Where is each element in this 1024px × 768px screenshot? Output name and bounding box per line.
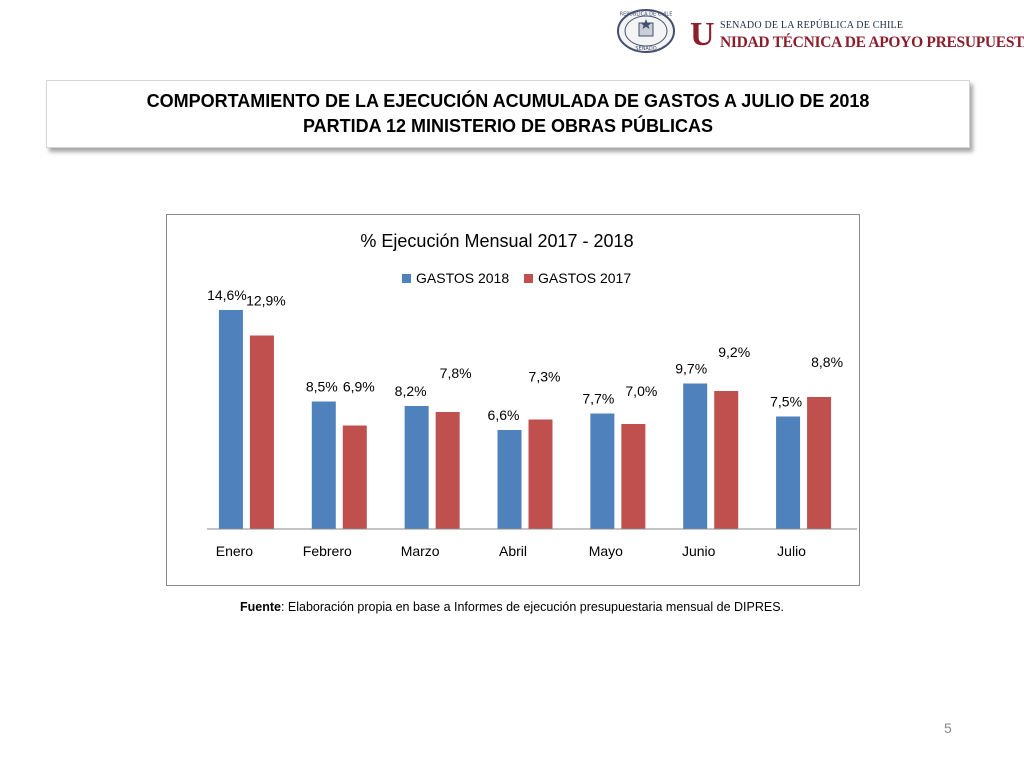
slide-title-box: COMPORTAMIENTO DE LA EJECUCIÓN ACUMULADA…	[46, 80, 970, 148]
page-number: 5	[944, 720, 952, 736]
institution-brand: U SENADO DE LA REPÚBLICA DE CHILE NIDAD …	[690, 14, 1024, 54]
data-label-1-4: 7,0%	[625, 383, 657, 399]
x-tick-label-mayo: Mayo	[589, 543, 623, 559]
source-label: Fuente	[239, 600, 281, 614]
data-label-0-1: 8,5%	[306, 379, 338, 395]
bar-gastos-2018-julio	[776, 416, 801, 529]
source-note: Fuente: Elaboración propia en base a Inf…	[0, 600, 1024, 614]
bar-gastos-2017-enero	[249, 335, 274, 529]
chart-legend: GASTOS 2018 GASTOS 2017	[402, 270, 631, 286]
x-tick-label-julio: Julio	[777, 543, 806, 559]
bar-gastos-2018-marzo	[404, 406, 429, 529]
seal-bottom-text: SENADO	[635, 46, 656, 52]
x-tick-label-marzo: Marzo	[401, 543, 440, 559]
bar-gastos-2017-abril	[528, 419, 553, 529]
data-label-1-6: 8,8%	[811, 354, 843, 370]
data-label-1-2: 7,8%	[440, 365, 472, 381]
chart-area: % Ejecución Mensual 2017 - 2018 GASTOS 2…	[166, 214, 860, 586]
slide-title-line-1: COMPORTAMIENTO DE LA EJECUCIÓN ACUMULADA…	[146, 91, 870, 111]
data-label-1-1: 6,9%	[343, 379, 375, 395]
data-label-1-5: 9,2%	[718, 344, 750, 360]
x-tick-label-febrero: Febrero	[303, 543, 352, 559]
bar-gastos-2017-julio	[807, 397, 832, 529]
x-tick-label-abril: Abril	[499, 543, 527, 559]
chart-title: % Ejecución Mensual 2017 - 2018	[360, 231, 633, 251]
institution-initial: U	[690, 16, 715, 53]
data-label-0-0: 14,6%	[207, 287, 247, 303]
bar-gastos-2018-febrero	[311, 401, 336, 529]
bar-gastos-2018-abril	[497, 430, 522, 529]
slide-title-line-2: PARTIDA 12 MINISTERIO DE OBRAS PÚBLICAS	[302, 116, 714, 136]
legend-label-1: GASTOS 2017	[538, 270, 631, 286]
legend-swatch-1	[524, 274, 533, 283]
bar-gastos-2018-junio	[683, 383, 708, 529]
bar-gastos-2017-febrero	[342, 425, 367, 529]
bar-gastos-2017-mayo	[621, 424, 646, 529]
institution-unit: NIDAD TÉCNICA DE APOYO PRESUPUESTARIO	[720, 34, 1024, 51]
data-label-1-3: 7,3%	[529, 369, 561, 385]
senate-seal: REPÚBLICA DE CHILE SENADO	[616, 8, 676, 54]
data-label-0-2: 8,2%	[395, 383, 427, 399]
x-tick-label-enero: Enero	[216, 543, 254, 559]
bar-gastos-2017-marzo	[435, 412, 460, 529]
data-label-1-0: 12,9%	[246, 293, 286, 309]
bar-gastos-2018-mayo	[590, 413, 615, 529]
data-label-0-5: 9,7%	[675, 361, 707, 377]
institution-parent: SENADO DE LA REPÚBLICA DE CHILE	[720, 20, 904, 31]
seal-top-text: REPÚBLICA DE CHILE	[620, 11, 673, 18]
bar-gastos-2017-junio	[714, 391, 739, 529]
x-tick-label-junio: Junio	[682, 543, 716, 559]
data-label-0-3: 6,6%	[488, 407, 520, 423]
bar-gastos-2018-enero	[218, 310, 243, 529]
bar-chart: % Ejecución Mensual 2017 - 2018 GASTOS 2…	[207, 231, 857, 559]
legend-label-0: GASTOS 2018	[416, 270, 509, 286]
source-text: : Elaboración propia en base a Informes …	[280, 600, 785, 614]
data-label-0-4: 7,7%	[582, 391, 614, 407]
data-label-0-6: 7,5%	[770, 394, 802, 410]
legend-swatch-0	[402, 274, 411, 283]
